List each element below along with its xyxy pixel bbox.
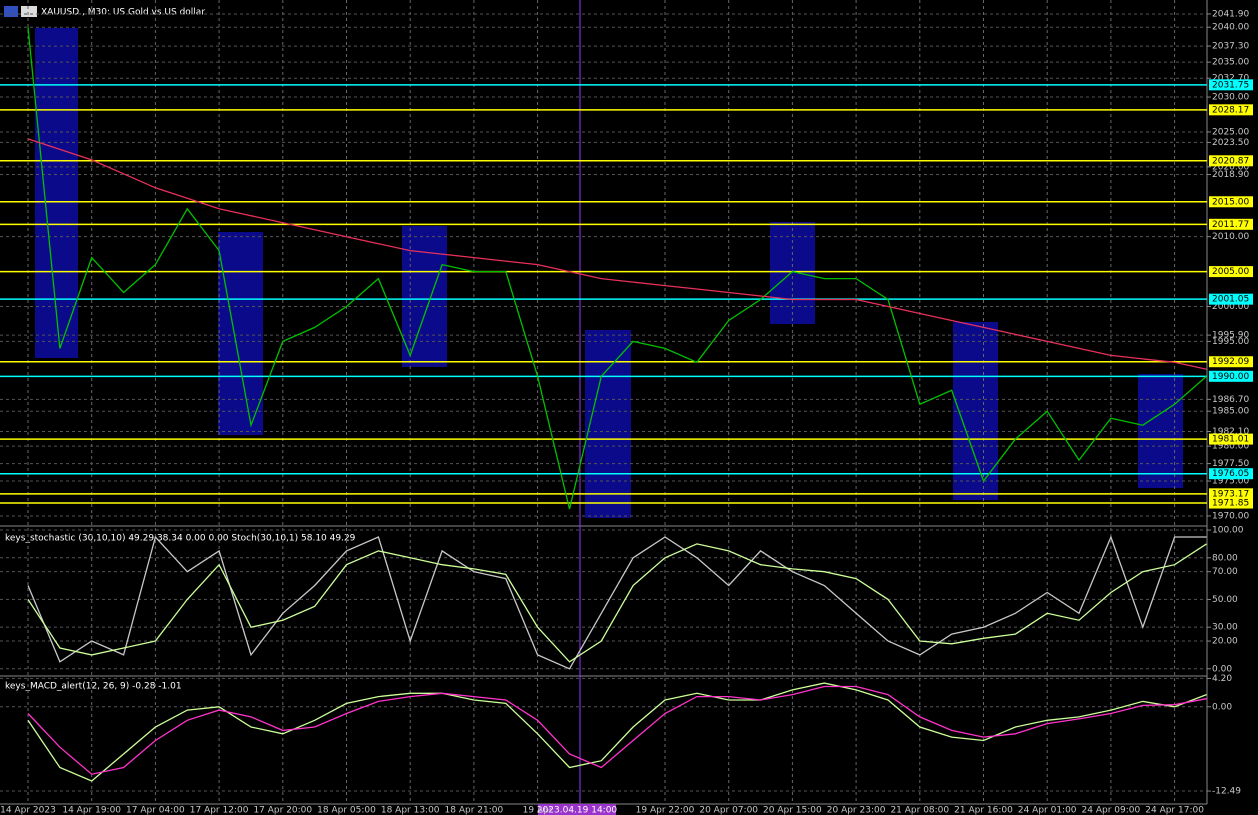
y-tick-label: 1977.50 — [1212, 459, 1249, 469]
x-tick-label: 17 Apr 04:00 — [126, 806, 185, 815]
level-label: 2001.05 — [1212, 295, 1249, 305]
zone — [35, 28, 78, 358]
level-label: 1992.09 — [1212, 357, 1249, 367]
y-tick-label: 4.20 — [1212, 674, 1232, 684]
x-tick-label: 18 Apr 13:00 — [381, 806, 440, 815]
level-label: 1971.85 — [1212, 499, 1249, 509]
x-tick-label: 21 Apr 16:00 — [954, 806, 1013, 815]
x-tick-label: 18 Apr 05:00 — [317, 806, 376, 815]
level-label: 2011.77 — [1212, 220, 1249, 230]
level-label: 2015.00 — [1212, 197, 1249, 207]
y-tick-label: 2037.30 — [1212, 42, 1249, 52]
series-line — [27, 535, 1207, 670]
y-tick-label: 1975.00 — [1212, 477, 1249, 487]
series-line — [27, 138, 1207, 370]
zone — [585, 330, 631, 518]
x-tick-label: 21 Apr 08:00 — [890, 806, 949, 815]
y-tick-label: 2025.00 — [1212, 127, 1249, 137]
y-tick-label: 2032.70 — [1212, 74, 1249, 84]
y-tick-label: 2040.00 — [1212, 23, 1249, 33]
x-tick-label: 24 Apr 17:00 — [1145, 806, 1204, 815]
level-label-box — [1209, 370, 1253, 382]
y-tick-label: 80.00 — [1212, 553, 1238, 563]
y-tick-label: 100.00 — [1212, 526, 1244, 536]
x-tick-label: 20 Apr 07:00 — [699, 806, 758, 815]
y-tick-label: 1995.90 — [1212, 331, 1249, 341]
x-tick-label: 20 Apr 23:00 — [827, 806, 886, 815]
chart-title: XAUUSD., M30: US Gold vs US dollar — [41, 8, 205, 18]
indicator-title: keys_stochastic (30,10,10) 49.29 38.34 0… — [5, 534, 356, 544]
level-label-box — [1209, 293, 1253, 305]
y-tick-label: 2018.90 — [1212, 170, 1249, 180]
y-tick-label: 0.00 — [1212, 664, 1232, 674]
level-label-box — [1209, 104, 1253, 116]
x-tick-label: 17 Apr 12:00 — [190, 806, 249, 815]
level-label: 2020.87 — [1212, 156, 1249, 166]
level-label-box — [1209, 266, 1253, 278]
y-tick-label: 2030.00 — [1212, 93, 1249, 103]
y-tick-label: 2000.00 — [1212, 302, 1249, 312]
y-tick-label: 70.00 — [1212, 567, 1238, 577]
x-tick-label: 24 Apr 01:00 — [1018, 806, 1077, 815]
crosshair-label-box — [538, 804, 616, 815]
icon — [4, 6, 18, 17]
level-label-box — [1209, 155, 1253, 167]
y-tick-label: 2041.90 — [1212, 9, 1249, 19]
y-tick-label: 1982.10 — [1212, 427, 1249, 437]
y-tick-label: 1980.00 — [1212, 442, 1249, 452]
x-tick-label: 18 Apr 21:00 — [445, 806, 504, 815]
y-tick-label: 1970.00 — [1212, 511, 1249, 521]
y-tick-label: 50.00 — [1212, 595, 1238, 605]
level-label-box — [1209, 196, 1253, 208]
y-tick-label: 30.00 — [1212, 623, 1238, 633]
level-label-box — [1209, 497, 1253, 509]
level-label: 1990.00 — [1212, 372, 1249, 382]
x-tick-label: 19 Apr 22:00 — [636, 806, 695, 815]
zone — [218, 232, 263, 435]
y-tick-label: 1995.00 — [1212, 337, 1249, 347]
x-tick-label: 14 Apr 2023 — [0, 806, 56, 815]
y-tick-label: 1985.00 — [1212, 407, 1249, 417]
level-label: 1973.17 — [1212, 489, 1249, 499]
x-tick-label: 19 Apr — [523, 806, 553, 815]
x-tick-label: 24 Apr 09:00 — [1082, 806, 1141, 815]
y-tick-label: 2035.00 — [1212, 58, 1249, 68]
crosshair-label: 2023.04.19 14:00 — [537, 806, 618, 815]
series-line — [27, 685, 1207, 775]
y-tick-label: 1986.70 — [1212, 395, 1249, 405]
level-label-box — [1209, 488, 1253, 500]
x-tick-label: 20 Apr 15:00 — [763, 806, 822, 815]
series-line — [27, 682, 1207, 782]
level-label-box — [1209, 218, 1253, 230]
level-label-box — [1209, 433, 1253, 445]
y-tick-label: 0.00 — [1212, 702, 1232, 712]
x-tick-label: 14 Apr 19:00 — [62, 806, 121, 815]
y-tick-label: -12.49 — [1212, 787, 1241, 797]
level-label: 1976.05 — [1212, 469, 1249, 479]
level-label: 1981.01 — [1212, 435, 1249, 445]
level-label: 2028.17 — [1212, 105, 1249, 115]
y-tick-label: 2010.00 — [1212, 232, 1249, 242]
series-line — [27, 543, 1207, 663]
level-label-box — [1209, 79, 1253, 91]
level-label-box — [1209, 468, 1253, 480]
x-tick-label: 17 Apr 20:00 — [253, 806, 312, 815]
level-label-box — [1209, 356, 1253, 368]
y-tick-label: 2020.00 — [1212, 162, 1249, 172]
y-tick-label: 20.00 — [1212, 637, 1238, 647]
indicator-title: keys_MACD_alert(12, 26, 9) -0.28 -1.01 — [5, 682, 182, 692]
zones — [35, 28, 1183, 518]
y-tick-label: 2023.50 — [1212, 138, 1249, 148]
series-line — [27, 27, 1207, 510]
level-label: 2031.75 — [1212, 80, 1249, 90]
level-label: 2005.00 — [1212, 267, 1249, 277]
icon — [21, 6, 37, 17]
zone — [402, 226, 447, 367]
